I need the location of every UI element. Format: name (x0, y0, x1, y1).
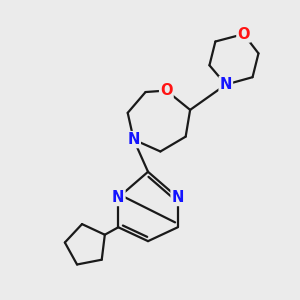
Text: N: N (220, 77, 232, 92)
Text: N: N (112, 190, 124, 205)
Text: O: O (160, 83, 172, 98)
Text: O: O (237, 27, 250, 42)
Text: N: N (172, 190, 184, 205)
Text: N: N (128, 132, 140, 147)
